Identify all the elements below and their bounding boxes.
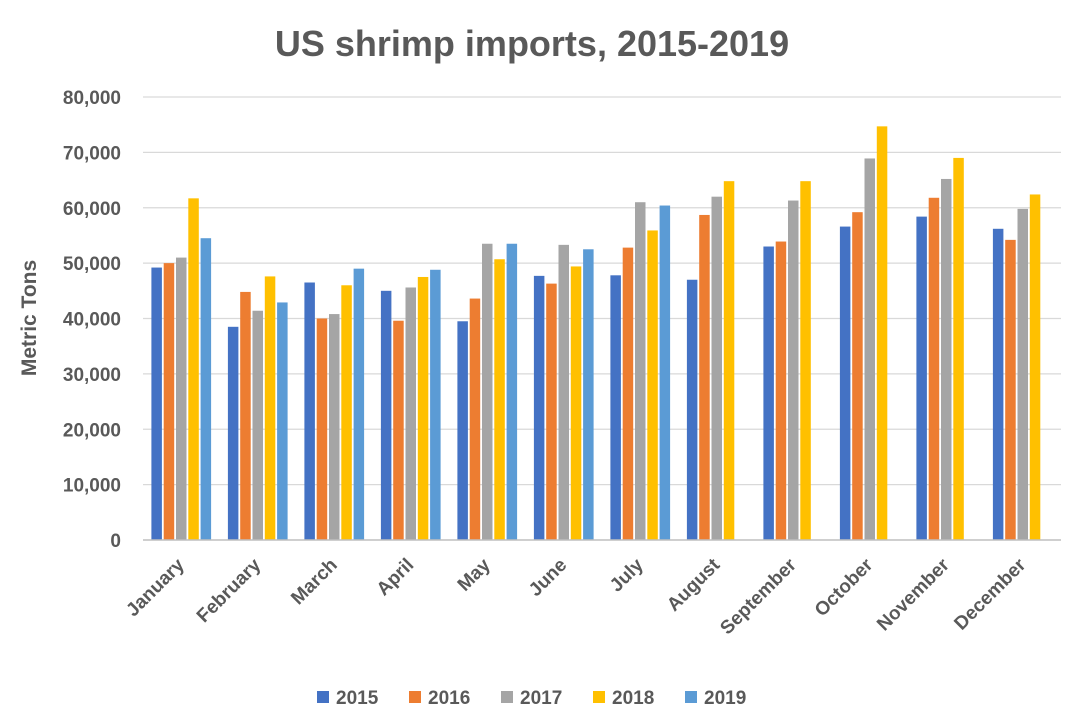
x-tick-label: February xyxy=(193,554,266,627)
bar-2018-june xyxy=(570,266,582,540)
legend-swatch-2017 xyxy=(501,691,513,703)
bar-2019-january xyxy=(200,238,212,541)
y-tick-label: 40,000 xyxy=(63,310,121,331)
y-axis-label: Metric Tons xyxy=(18,260,41,376)
bar-2016-december xyxy=(1005,239,1016,540)
bar-2018-december xyxy=(1029,194,1041,540)
y-tick-labels: 0 10,000 20,000 30,000 40,000 50,000 60,000 70,… xyxy=(63,88,121,552)
x-tick-label: July xyxy=(606,554,648,596)
bar-2015-june xyxy=(533,275,545,540)
bar-2018-july xyxy=(647,230,658,541)
bar-2015-august xyxy=(686,279,698,540)
bar-2018-february xyxy=(264,276,276,540)
bar-2016-july xyxy=(622,247,634,540)
bar-2017-november xyxy=(941,178,952,540)
bar-2015-april xyxy=(380,290,392,540)
bar-2017-january xyxy=(176,257,187,540)
bar-2018-april xyxy=(417,276,429,540)
bar-2016-november xyxy=(928,197,940,540)
y-tick-label: 70,000 xyxy=(63,143,121,164)
x-tick-label: December xyxy=(950,554,1030,634)
bar-2019-june xyxy=(583,249,594,540)
legend-label: 2018 xyxy=(612,688,654,709)
y-tick-label: 30,000 xyxy=(63,365,121,386)
y-tick-label: 60,000 xyxy=(63,199,121,220)
legend-swatch-2018 xyxy=(593,691,605,703)
bar-2016-april xyxy=(393,320,404,540)
y-tick-label: 20,000 xyxy=(63,420,121,441)
x-tick-label: August xyxy=(663,554,725,616)
bar-2016-february xyxy=(240,291,251,540)
legend-label: 2016 xyxy=(428,688,470,709)
x-tick-label: January xyxy=(122,554,189,621)
bar-2018-september xyxy=(800,181,811,541)
bar-2017-april xyxy=(405,287,416,540)
chart-title: US shrimp imports, 2015-2019 xyxy=(275,23,789,64)
bar-2015-december xyxy=(992,228,1004,541)
bar-2015-january xyxy=(151,267,162,540)
legend: 2015 2016 2017 2018 2019 xyxy=(317,688,746,709)
bar-2017-may xyxy=(482,243,493,540)
bar-2016-june xyxy=(546,283,557,540)
bar-2016-may xyxy=(469,298,481,540)
x-tick-label: September xyxy=(716,554,801,639)
y-tick-label: 50,000 xyxy=(63,254,121,275)
bar-2019-february xyxy=(277,302,288,540)
bar-2019-july xyxy=(659,205,671,540)
bars xyxy=(151,126,1041,541)
bar-2016-august xyxy=(699,214,710,541)
bar-2019-april xyxy=(430,269,441,540)
bar-2016-october xyxy=(852,212,863,540)
bar-2015-march xyxy=(304,282,315,540)
legend-swatch-2016 xyxy=(409,691,421,703)
bar-2017-june xyxy=(558,244,569,540)
bar-2017-july xyxy=(635,202,646,540)
bar-2018-march xyxy=(341,285,352,540)
x-tick-label: June xyxy=(525,555,571,601)
x-tick-label: May xyxy=(454,554,495,595)
bar-2018-november xyxy=(953,157,964,540)
bar-2018-october xyxy=(876,126,888,540)
bar-2017-march xyxy=(329,314,340,540)
bar-2017-august xyxy=(711,196,722,541)
gridlines xyxy=(143,96,1061,486)
y-tick-label: 0 xyxy=(110,531,121,552)
bar-2017-february xyxy=(252,310,263,540)
legend-label: 2015 xyxy=(336,688,379,709)
x-tick-label: October xyxy=(811,554,878,621)
bar-2015-may xyxy=(457,321,468,540)
bar-2018-august xyxy=(723,181,735,541)
bar-2015-july xyxy=(610,275,621,540)
bar-2019-march xyxy=(353,268,365,540)
legend-label: 2019 xyxy=(704,688,746,709)
y-tick-label: 10,000 xyxy=(63,476,121,497)
bar-2015-october xyxy=(839,226,851,540)
legend-swatch-2019 xyxy=(685,691,697,703)
bar-2015-september xyxy=(763,246,774,540)
legend-swatch-2015 xyxy=(317,691,329,703)
bar-2016-march xyxy=(316,318,328,540)
bar-2018-may xyxy=(494,259,505,540)
x-tick-labels: January February March April May June July Augu… xyxy=(122,554,1030,639)
x-tick-label: April xyxy=(373,555,418,600)
bar-2015-february xyxy=(227,326,239,540)
bar-2016-january xyxy=(163,263,175,540)
bar-2017-september xyxy=(788,200,799,540)
x-tick-label: November xyxy=(873,554,954,635)
legend-label: 2017 xyxy=(520,688,562,709)
bar-2018-january xyxy=(188,198,199,540)
bar-2016-september xyxy=(775,241,787,540)
y-tick-label: 80,000 xyxy=(63,88,121,109)
bar-2017-december xyxy=(1017,208,1028,541)
x-tick-label: March xyxy=(287,555,341,609)
bar-2017-october xyxy=(864,158,875,540)
bar-2019-may xyxy=(506,243,518,540)
bar-2015-november xyxy=(916,216,927,541)
